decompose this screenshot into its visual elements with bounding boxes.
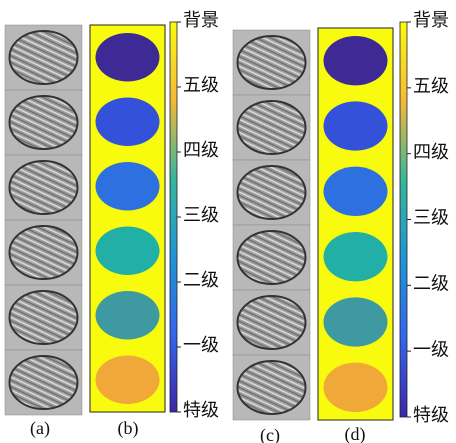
photo-sample — [10, 161, 78, 214]
panel-label: (b) — [118, 418, 139, 439]
class-region — [324, 297, 388, 346]
panel-label: (d) — [345, 424, 366, 443]
class-region — [324, 232, 388, 281]
colorbar-label: 背景 — [413, 10, 449, 30]
photo-sample — [238, 36, 306, 89]
photo-sample — [238, 231, 306, 284]
colorbar-label: 背景 — [183, 10, 219, 30]
class-region — [96, 162, 160, 211]
photo-sample — [238, 101, 306, 154]
class-region — [96, 227, 160, 276]
photo-sample — [10, 226, 78, 279]
colorbar-label: 二级 — [413, 273, 449, 293]
colorbar-label: 二级 — [183, 270, 219, 290]
colorbar-label: 五级 — [413, 76, 449, 96]
colorbar-label: 五级 — [183, 75, 219, 95]
panel-label: (a) — [30, 418, 50, 439]
class-region — [324, 36, 388, 85]
class-region — [96, 291, 160, 340]
class-region — [96, 356, 160, 405]
colorbar — [400, 22, 407, 417]
colorbar-label: 特级 — [413, 405, 449, 425]
photo-sample — [10, 96, 78, 149]
colorbar-label: 一级 — [413, 339, 449, 359]
colorbar-label: 四级 — [413, 142, 449, 162]
panel-label: (c) — [260, 425, 280, 443]
colorbar-label: 三级 — [413, 208, 449, 228]
figure: 背景五级四级三级二级一级特级 背景五级四级三级二级一级特级 (a) (b) (c) (d) — [0, 0, 456, 443]
photo-sample — [238, 361, 306, 414]
photo-sample — [238, 166, 306, 219]
colorbar-label: 四级 — [183, 140, 219, 160]
class-region — [324, 101, 388, 150]
photo-sample — [238, 296, 306, 349]
photo-sample — [10, 291, 78, 344]
colorbar-label: 一级 — [183, 335, 219, 355]
colorbar — [170, 22, 177, 412]
photo-sample — [10, 31, 78, 84]
colorbar-label: 特级 — [183, 400, 219, 420]
colorbar-label: 三级 — [183, 205, 219, 225]
class-map — [318, 28, 393, 420]
photo-sample — [10, 356, 78, 409]
class-region — [324, 167, 388, 216]
class-region — [96, 98, 160, 147]
class-region — [96, 33, 160, 82]
class-map — [90, 25, 165, 412]
class-region — [324, 363, 388, 412]
